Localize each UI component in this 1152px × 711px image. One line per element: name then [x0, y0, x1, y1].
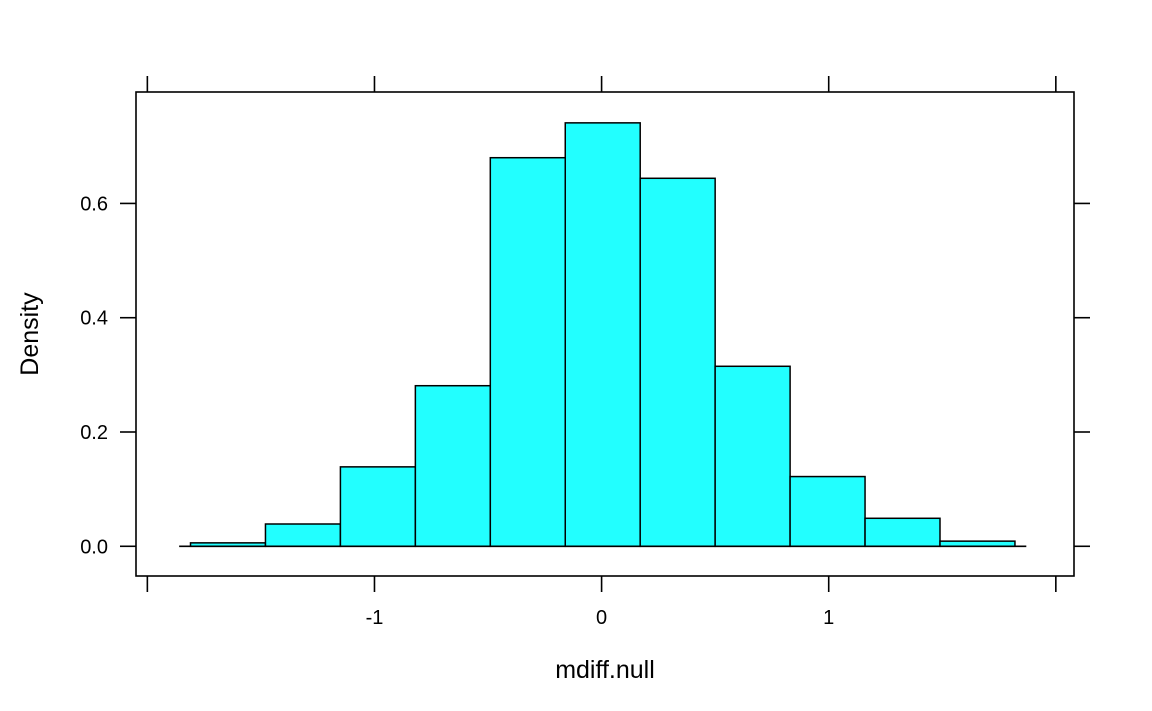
histogram-bar — [564, 122, 641, 548]
histogram-bar — [489, 156, 567, 548]
y-tick-label: 0.6 — [80, 193, 108, 215]
histogram-bar — [714, 365, 791, 548]
histogram-bar — [789, 475, 866, 548]
y-axis-label: Density — [16, 292, 44, 376]
histogram-bars — [189, 122, 1016, 548]
x-axis-label: mdiff.null — [555, 656, 655, 684]
x-tick-label: -1 — [366, 607, 384, 629]
histogram-bar — [264, 523, 342, 548]
y-tick-label: 0.2 — [80, 422, 108, 444]
y-axis-ticks: 0.0 0.2 0.4 0.6 — [80, 193, 1090, 558]
x-tick-label: 0 — [596, 607, 607, 629]
histogram-bar — [639, 177, 716, 548]
y-tick-label: 0.4 — [80, 308, 108, 330]
x-axis-ticks: -1 0 1 — [146, 76, 1057, 629]
y-tick-label: 0.0 — [80, 536, 108, 558]
histogram-bar — [414, 384, 492, 548]
x-tick-label: 1 — [823, 607, 834, 629]
histogram-bar — [339, 466, 417, 548]
plot-panel — [135, 91, 1075, 577]
histogram-bar — [864, 517, 941, 548]
